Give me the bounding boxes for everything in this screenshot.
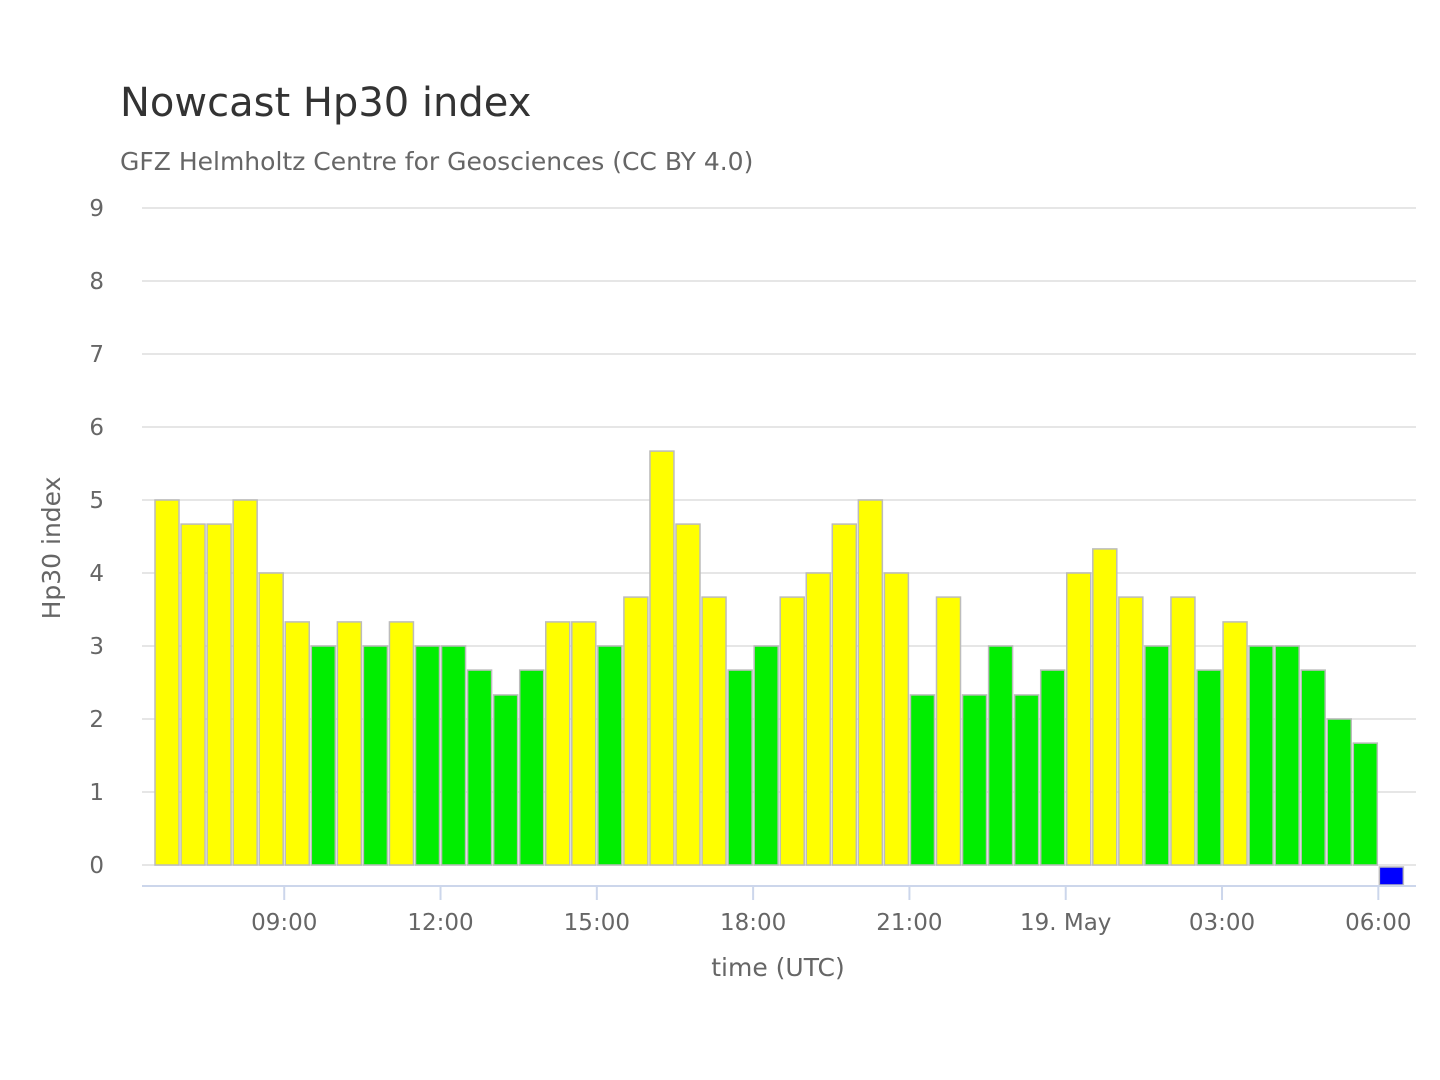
x-tick-label: 03:00 xyxy=(1189,910,1255,936)
bar xyxy=(727,669,753,866)
bar xyxy=(675,523,701,866)
bar xyxy=(284,621,310,866)
bar xyxy=(909,694,936,866)
y-tick-label: 5 xyxy=(89,488,104,514)
bar xyxy=(545,621,571,866)
bar xyxy=(1170,596,1196,866)
bar xyxy=(518,669,545,866)
bar xyxy=(571,621,597,866)
bar xyxy=(206,523,232,866)
bar xyxy=(1300,669,1326,866)
y-tick-label: 4 xyxy=(89,561,104,587)
bar xyxy=(1196,669,1222,866)
y-tick-label: 3 xyxy=(89,634,104,660)
bar xyxy=(1352,742,1379,866)
y-tick-label: 8 xyxy=(89,269,104,295)
bar xyxy=(1039,669,1066,866)
bar xyxy=(336,621,363,866)
bar xyxy=(440,645,467,866)
bar xyxy=(831,523,858,866)
x-tick-label: 19. May xyxy=(1020,910,1111,936)
bar xyxy=(1248,645,1274,866)
bar xyxy=(180,523,206,866)
bar xyxy=(1092,548,1118,866)
bar xyxy=(649,450,675,866)
bar xyxy=(857,499,884,866)
x-tick-label: 21:00 xyxy=(876,910,942,936)
bar xyxy=(1326,718,1352,866)
y-tick-label: 2 xyxy=(89,707,104,733)
x-axis-ticks: 09:00 12:00 15:00 18:00 21:00 19. May 03:00 06:… xyxy=(251,886,1411,936)
bar xyxy=(1118,596,1144,866)
bar xyxy=(961,694,988,866)
x-tick-label: 18:00 xyxy=(720,910,786,936)
y-tick-label: 9 xyxy=(89,196,104,222)
x-tick-label: 06:00 xyxy=(1345,910,1411,936)
y-tick-label: 7 xyxy=(89,342,104,368)
bar xyxy=(987,645,1014,866)
y-axis-ticks: 0 1 2 3 4 5 6 7 8 9 xyxy=(89,196,104,879)
y-tick-label: 1 xyxy=(89,780,104,806)
bars xyxy=(154,450,1405,886)
bar xyxy=(258,572,284,866)
x-tick-label: 09:00 xyxy=(251,910,317,936)
bar xyxy=(492,694,519,866)
y-tick-label: 0 xyxy=(89,853,104,879)
x-axis-title: time (UTC) xyxy=(711,953,845,982)
bar xyxy=(1066,572,1092,866)
chart-subtitle: GFZ Helmholtz Centre for Geosciences (CC… xyxy=(120,147,753,176)
bar xyxy=(1274,645,1300,866)
y-axis-title: Hp30 index xyxy=(37,477,66,620)
bar xyxy=(154,499,180,866)
x-tick-label: 12:00 xyxy=(407,910,473,936)
chart-title: Nowcast Hp30 index xyxy=(120,80,531,126)
bar xyxy=(1144,645,1170,866)
bar xyxy=(232,499,258,866)
bar xyxy=(701,596,727,866)
bar xyxy=(1013,694,1040,866)
bar xyxy=(779,596,805,866)
bar xyxy=(310,645,337,866)
bar xyxy=(362,645,389,866)
bar xyxy=(805,572,831,866)
bar xyxy=(388,621,415,866)
bar xyxy=(883,572,910,866)
bar xyxy=(935,596,962,866)
bar xyxy=(597,645,623,866)
x-tick-label: 15:00 xyxy=(564,910,630,936)
bar xyxy=(753,645,779,866)
bar xyxy=(1378,866,1405,886)
bar xyxy=(623,596,649,866)
bar xyxy=(1222,621,1248,866)
bar xyxy=(414,645,441,866)
y-tick-label: 6 xyxy=(89,415,104,441)
bar xyxy=(466,669,493,866)
